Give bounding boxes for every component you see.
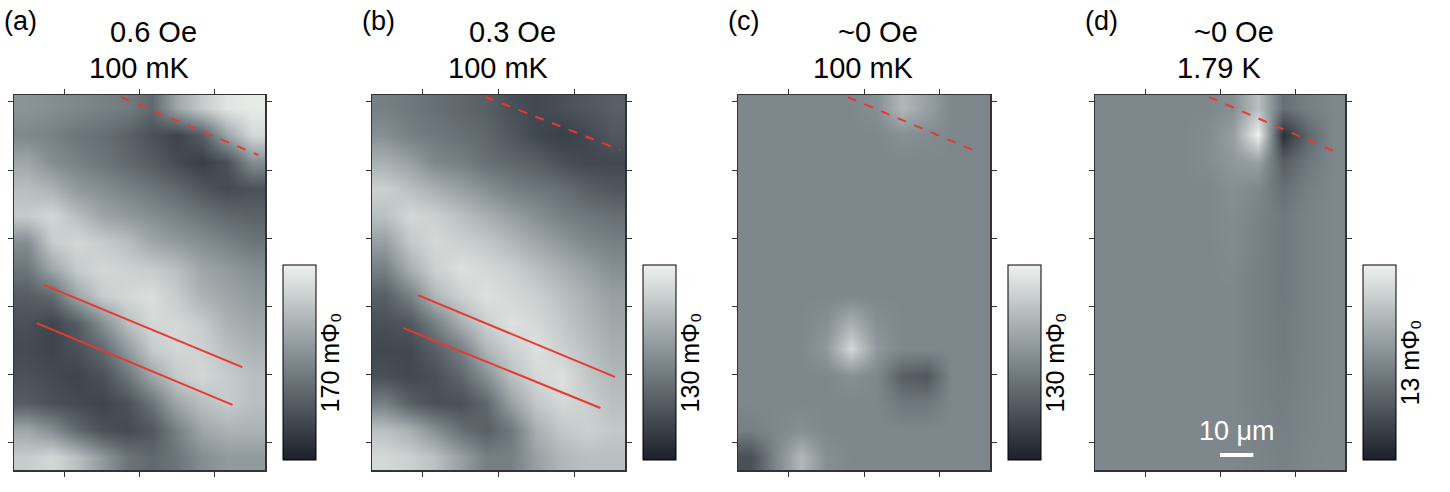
svg-text:(c): (c) <box>728 6 759 36</box>
svg-text:~0 Oe: ~0 Oe <box>838 16 918 48</box>
svg-text:130 mΦ₀: 130 mΦ₀ <box>676 313 704 413</box>
svg-text:~0 Oe: ~0 Oe <box>1194 16 1274 48</box>
svg-text:1.79 K: 1.79 K <box>1177 52 1261 84</box>
svg-text:(d): (d) <box>1085 6 1118 36</box>
svg-text:13 mΦ₀: 13 mΦ₀ <box>1396 320 1424 406</box>
svg-text:10 μm: 10 μm <box>1199 416 1275 446</box>
svg-text:0.6 Oe: 0.6 Oe <box>110 16 197 48</box>
svg-text:(a): (a) <box>4 6 37 36</box>
svg-text:130 mΦ₀: 130 mΦ₀ <box>1041 313 1069 413</box>
svg-text:100 mK: 100 mK <box>448 52 549 84</box>
svg-text:100 mK: 100 mK <box>89 52 190 84</box>
svg-text:170 mΦ₀: 170 mΦ₀ <box>316 313 344 413</box>
svg-text:100 mK: 100 mK <box>813 52 914 84</box>
svg-text:(b): (b) <box>362 6 395 36</box>
svg-text:0.3 Oe: 0.3 Oe <box>469 16 556 48</box>
